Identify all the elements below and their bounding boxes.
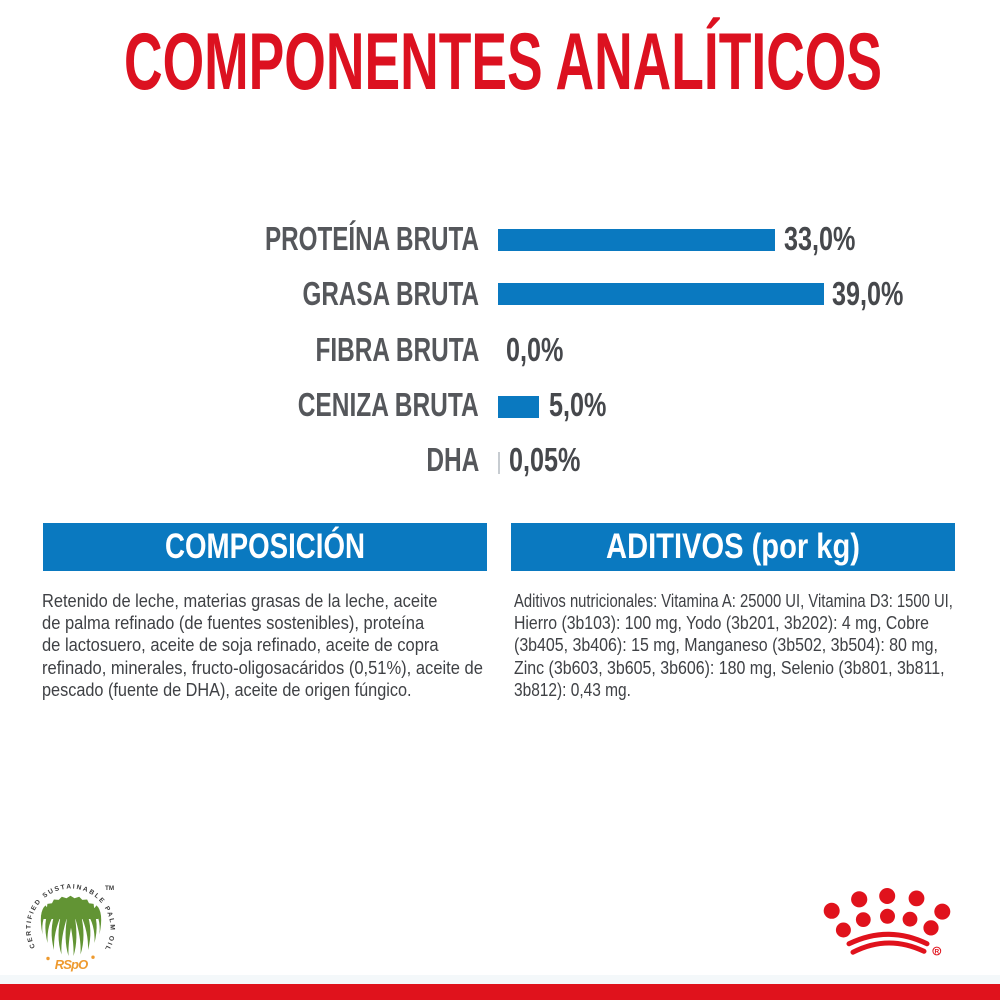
svg-text:RSpO: RSpO xyxy=(55,957,89,972)
svg-text:R: R xyxy=(935,949,940,956)
svg-text:TM: TM xyxy=(105,885,114,892)
